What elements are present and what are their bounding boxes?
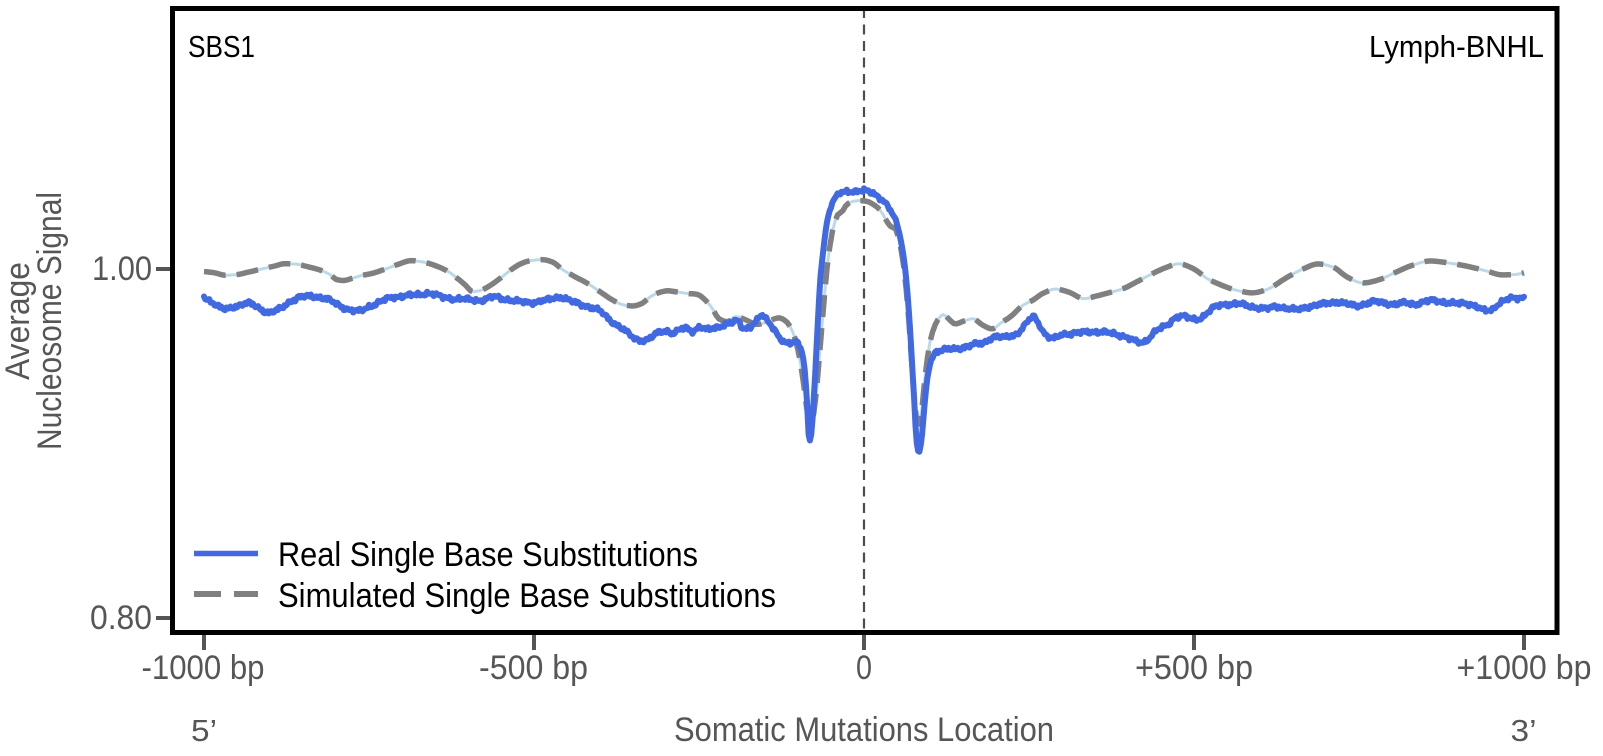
svg-text:Average: Average	[0, 262, 37, 380]
svg-text:-500 bp: -500 bp	[479, 649, 588, 687]
svg-text:Nucleosome Signal: Nucleosome Signal	[31, 192, 69, 450]
svg-text:Real Single Base Substitutions: Real Single Base Substitutions	[278, 536, 698, 574]
svg-text:0: 0	[856, 649, 872, 687]
svg-text:Lymph-BNHL: Lymph-BNHL	[1369, 29, 1544, 64]
svg-text:Simulated Single Base Substitu: Simulated Single Base Substitutions	[278, 577, 776, 615]
svg-text:3’: 3’	[1511, 713, 1537, 748]
svg-text:0.80: 0.80	[90, 599, 152, 637]
svg-text:-1000 bp: -1000 bp	[142, 649, 265, 687]
svg-text:+1000 bp: +1000 bp	[1457, 649, 1592, 687]
svg-text:Somatic Mutations Location: Somatic Mutations Location	[674, 711, 1054, 749]
svg-text:SBS1: SBS1	[188, 29, 255, 64]
svg-text:+500 bp: +500 bp	[1135, 649, 1253, 687]
svg-text:5’: 5’	[191, 713, 217, 748]
svg-text:1.00: 1.00	[92, 250, 152, 288]
